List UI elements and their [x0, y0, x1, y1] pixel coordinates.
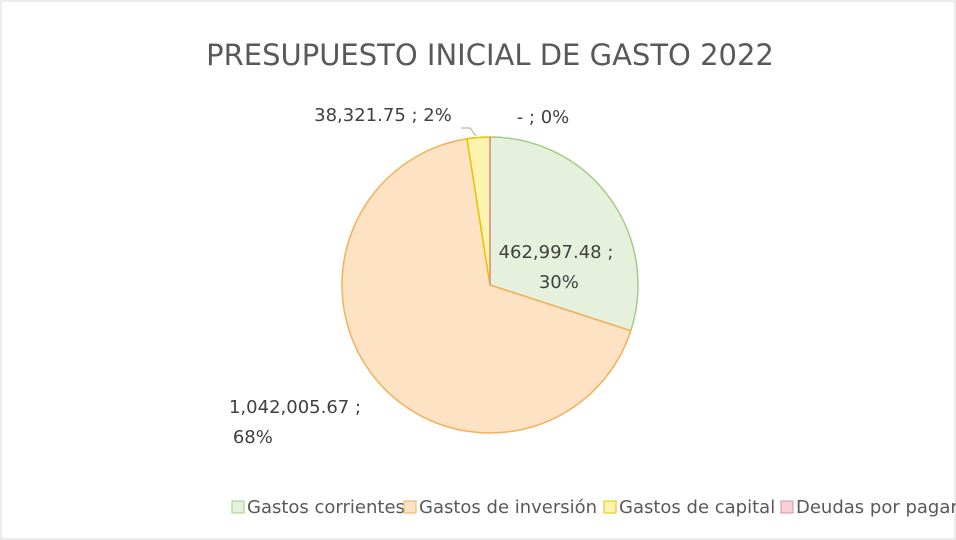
- data-label-line: 68%: [227, 427, 273, 448]
- data-label: - ; 0%: [517, 107, 570, 128]
- legend-label: Gastos de capital: [619, 497, 775, 518]
- pie-slice: [489, 136, 639, 332]
- legend-label: Gastos de inversión: [419, 497, 597, 518]
- chart-title: PRESUPUESTO INICIAL DE GASTO 2022: [206, 38, 774, 72]
- pie-slice: [341, 137, 632, 434]
- data-label: 1,042,005.67 ; 68%: [227, 397, 361, 448]
- legend-swatch: [231, 500, 245, 514]
- data-label-line: 1,042,005.67 ;: [229, 397, 361, 418]
- data-label-line: 30%: [533, 272, 579, 293]
- leader-line: [461, 127, 477, 137]
- data-label: 462,997.48 ; 30%: [499, 242, 614, 293]
- legend-label: Gastos corrientes: [247, 497, 405, 518]
- legend-label: Deudas por pagar: [796, 497, 956, 518]
- data-label-line: 462,997.48 ;: [499, 242, 614, 263]
- legend-swatch: [403, 500, 417, 514]
- legend-swatch: [603, 500, 617, 514]
- data-label: 38,321.75 ; 2%: [314, 105, 452, 126]
- legend-swatch: [780, 500, 794, 514]
